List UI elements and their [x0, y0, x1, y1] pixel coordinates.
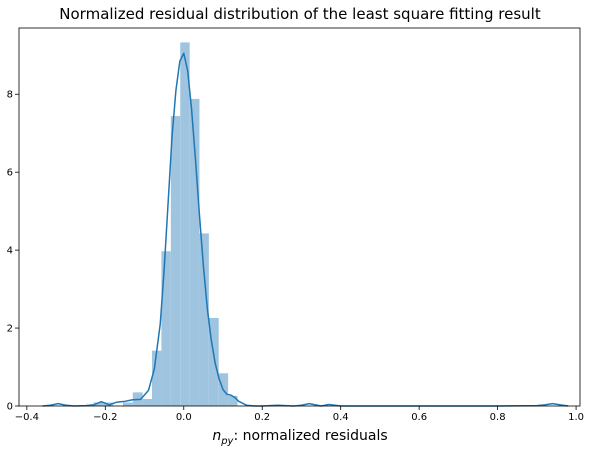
plot-frame	[18, 27, 581, 407]
y-tick-label: 8	[7, 90, 13, 101]
x-tick-label: 0.0	[176, 412, 192, 423]
histogram-bar	[142, 398, 152, 406]
histogram-bar	[199, 233, 209, 406]
x-tick-label: 0.4	[333, 412, 349, 423]
histogram-bar	[208, 317, 219, 406]
histogram-bar	[93, 402, 104, 406]
kde-curve-layer	[42, 52, 569, 407]
x-axis-label-symbol: n	[212, 428, 221, 444]
histogram-bar	[161, 251, 171, 406]
y-tick-label: 4	[7, 246, 13, 257]
histogram-bar	[170, 116, 181, 407]
x-tick-label: 0.8	[490, 412, 506, 423]
x-tick-label: −0.2	[93, 412, 117, 423]
histogram-bar	[151, 350, 162, 406]
x-tick-label: 1.0	[568, 412, 584, 423]
y-tick-label: 2	[7, 324, 13, 335]
histogram-bar	[228, 395, 238, 406]
x-tick-label: 0.2	[254, 412, 270, 423]
histogram-bar	[180, 42, 190, 407]
y-axis-ticks: 0 2 4 6 8	[7, 90, 19, 413]
x-axis-ticks: −0.4 −0.2 0.0 0.2 0.4 0.6 0.8 1.0	[15, 406, 584, 423]
histogram-bar	[122, 402, 133, 406]
kde-curve	[42, 52, 569, 407]
x-axis-label-subscript: py	[220, 436, 234, 447]
x-axis-label-text: : normalized residuals	[233, 428, 387, 444]
y-tick-label: 6	[7, 168, 13, 179]
x-tick-label: −0.4	[15, 412, 39, 423]
chart-title: Normalized residual distribution of the …	[59, 5, 541, 23]
y-tick-label: 0	[7, 402, 13, 413]
histogram-bar	[189, 98, 200, 407]
x-tick-label: 0.6	[411, 412, 427, 423]
x-axis-label: npy: normalized residuals	[212, 428, 387, 447]
histogram-bars	[93, 42, 238, 407]
